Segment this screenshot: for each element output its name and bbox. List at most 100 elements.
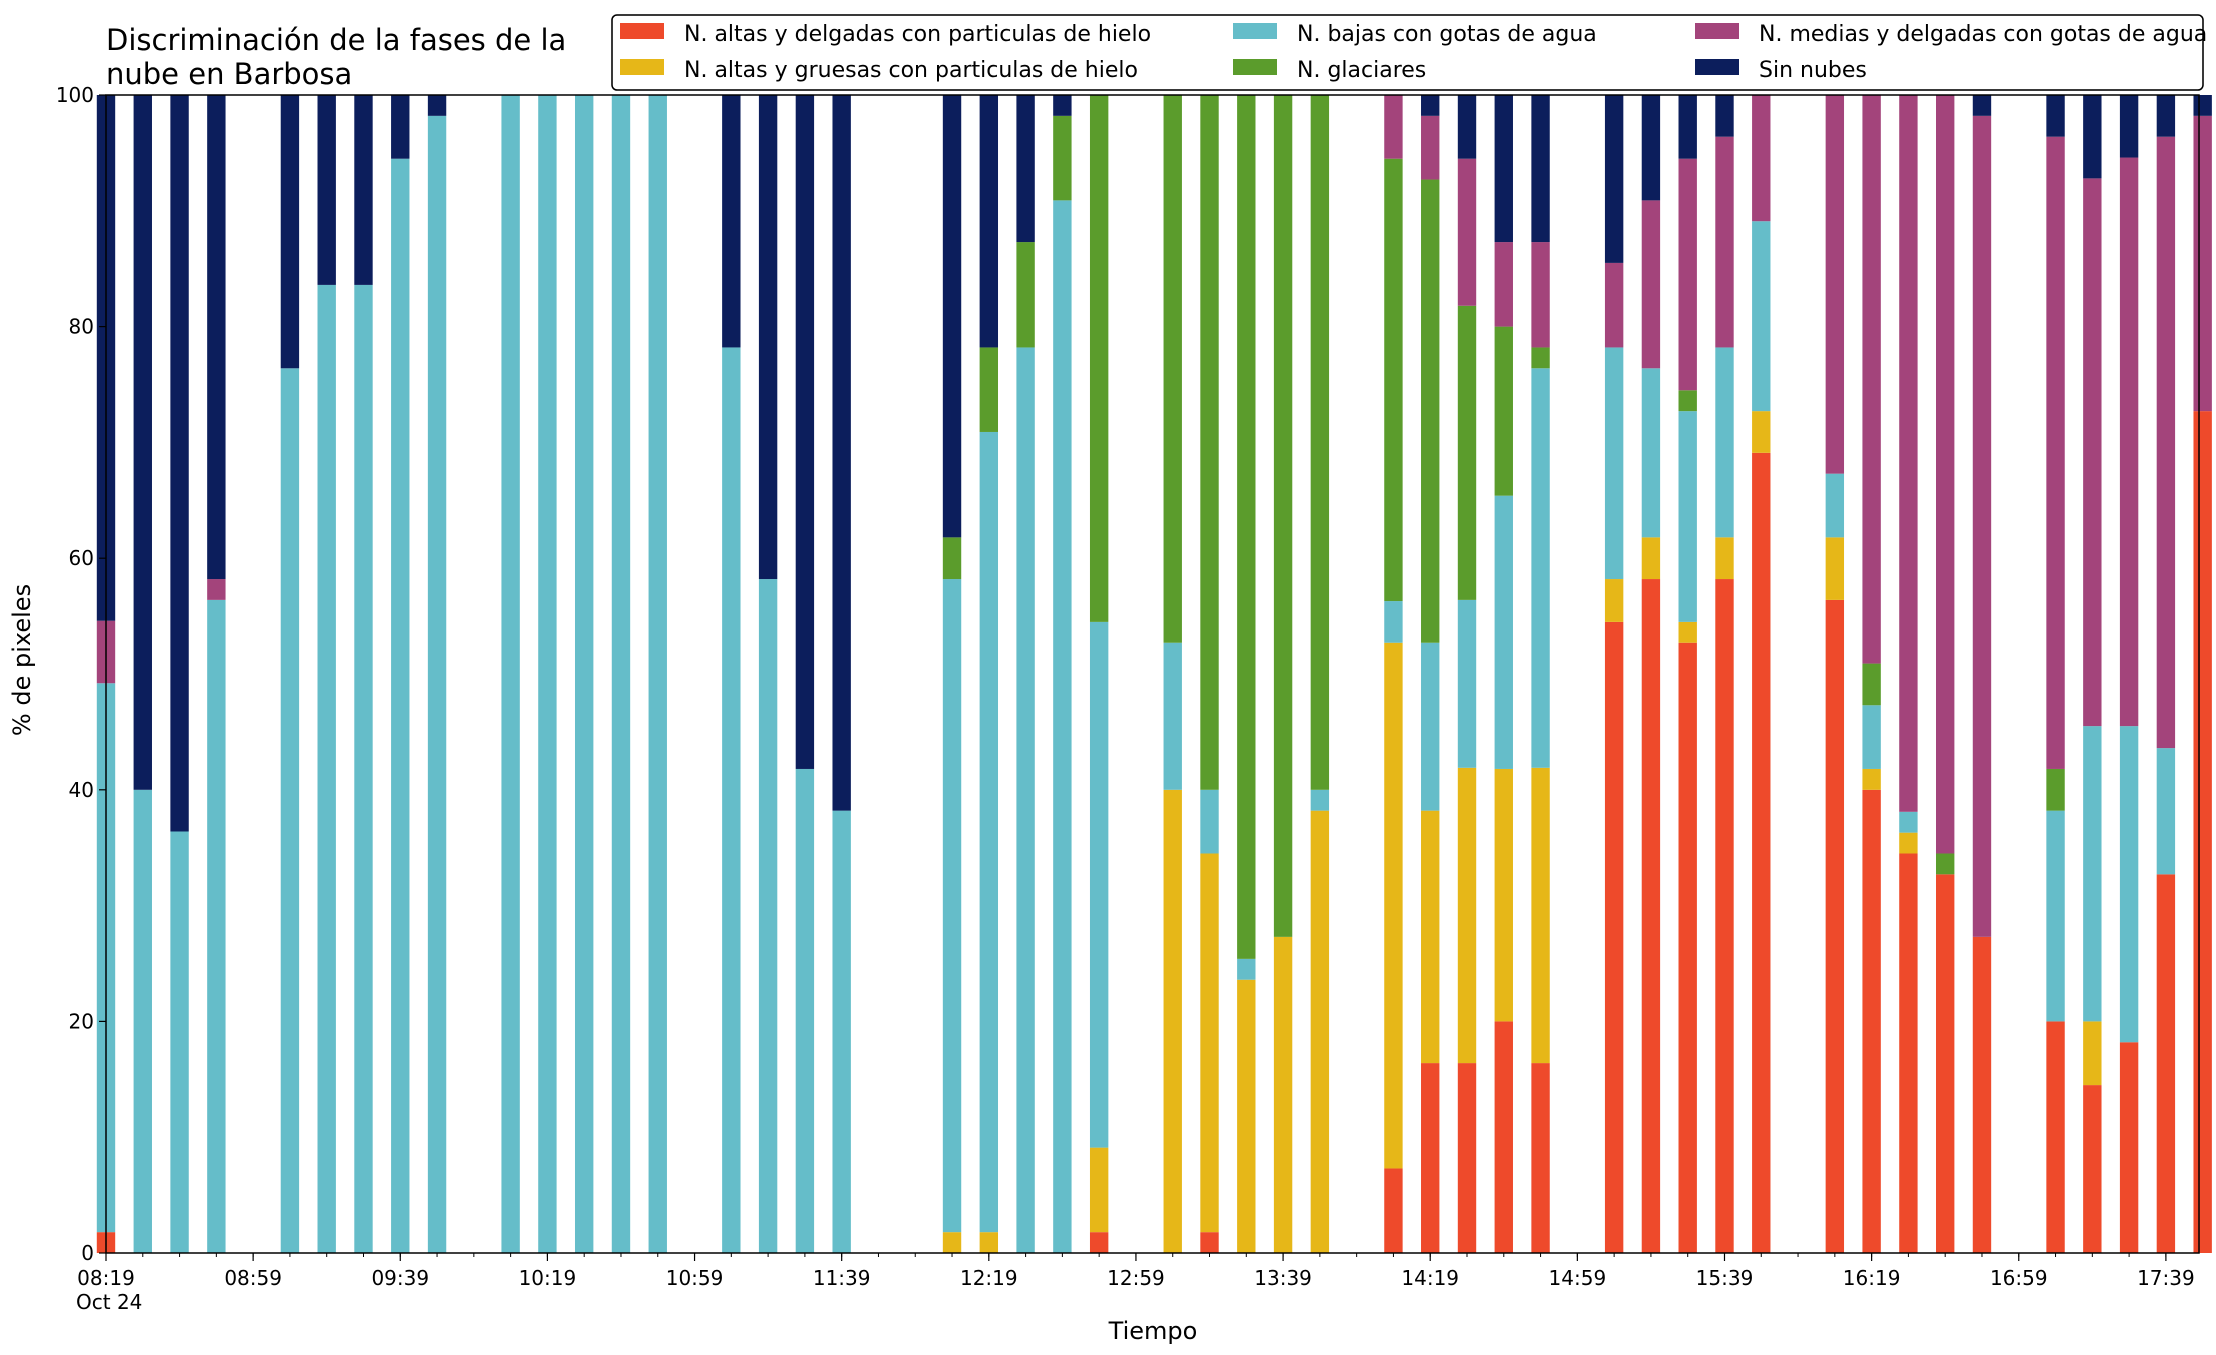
bar-stack [832,95,851,1253]
x-tick-label: 10:19 [519,1266,577,1290]
bar-stack [942,95,962,1253]
bar-segment-altas_gruesas [2083,1021,2102,1086]
bar-segment-sin_nubes [795,95,815,769]
bar-segment-bajas_agua [2046,810,2065,1022]
bar-segment-sin_nubes [942,95,962,538]
bar-segment-medias_agua [1531,242,1550,348]
bar-segment-altas_delgadas [1531,1063,1550,1253]
bar-stack [391,95,410,1254]
legend-label: N. bajas con gotas de agua [1297,22,1597,47]
bar-stack [2156,95,2176,1253]
x-axis-title: Tiempo [1108,1317,1198,1345]
bar-segment-sin_nubes [354,95,373,285]
bar-stack [1457,95,1477,1253]
legend-item-medias_agua: N. medias y delgadas con gotas de agua [1695,22,2207,47]
x-tick-label: 15:39 [1696,1266,1754,1290]
bar-stack [1494,95,1513,1253]
bar-stack [354,95,373,1253]
bar-segment-sin_nubes [2156,95,2176,137]
bar-segment-medias_agua [1752,95,1771,222]
bar-segment-glaciares [1936,853,1955,875]
bar-segment-bajas_agua [317,284,336,1253]
bar-segment-bajas_agua [722,347,741,1253]
bar-segment-altas_delgadas [2046,1021,2065,1253]
bar-segment-altas_delgadas [1384,1168,1403,1253]
bar-segment-glaciares [1384,158,1403,602]
bar-segment-medias_agua [207,579,226,600]
bar-segment-bajas_agua [1531,368,1550,768]
bar-segment-medias_agua [1825,95,1845,474]
bar-segment-altas_delgadas [1421,1063,1440,1253]
bar-segment-bajas_agua [1604,347,1624,580]
bar-segment-bajas_agua [1715,347,1734,538]
bar-segment-sin_nubes [1604,95,1624,263]
bar-segment-bajas_agua [574,95,594,1253]
x-tick-label: Oct 24 [76,1290,142,1314]
bar-segment-sin_nubes [832,95,851,811]
bar-segment-sin_nubes [2046,95,2065,137]
x-tick-label: 12:19 [960,1266,1018,1290]
bar-segment-sin_nubes [1421,95,1440,116]
bar-stack [501,95,520,1253]
bar-segment-bajas_agua [1163,642,1182,790]
bar-stack [1200,95,1219,1253]
legend-label: N. altas y delgadas con particulas de hi… [684,22,1151,47]
bar-segment-sin_nubes [758,95,778,580]
bar-segment-sin_nubes [979,95,999,348]
legend-item-glaciares: N. glaciares [1233,58,1426,83]
bar-stack [648,95,667,1253]
bar-segment-bajas_agua [1053,200,1072,1253]
legend-label: Sin nubes [1759,58,1867,83]
bar-segment-bajas_agua [170,831,189,1253]
bar-segment-medias_agua [1494,242,1513,327]
bar-stack [1641,95,1661,1253]
legend: N. altas y delgadas con particulas de hi… [611,14,2207,91]
bar-stack [1273,95,1293,1253]
y-tick-label: 20 [69,1009,94,1033]
bar-stack [722,95,741,1253]
bar-segment-bajas_agua [1825,473,1845,538]
bar-stack [1531,95,1550,1253]
bar-segment-sin_nubes [1531,95,1550,243]
bar-segment-altas_gruesas [1531,767,1550,1064]
legend-label: N. glaciares [1297,58,1426,83]
bar-segment-altas_delgadas [1457,1063,1477,1253]
y-tick-label: 100 [56,83,94,107]
bar-stack [1862,95,1881,1253]
bar-stack [133,95,152,1253]
bar-segment-medias_agua [1457,158,1477,306]
bar-stack [1936,95,1955,1253]
bar-stack [1016,95,1035,1253]
bar-segment-altas_gruesas [1310,810,1330,1253]
legend-swatch [620,23,664,39]
bar-segment-altas_delgadas [1936,874,1955,1253]
bar-stack [979,95,999,1253]
bar-segment-medias_agua [1604,262,1624,348]
bar-segment-glaciares [1421,179,1440,643]
bar-segment-altas_gruesas [1089,1147,1109,1233]
bar-segment-glaciares [1016,242,1035,348]
bar-segment-altas_gruesas [1604,579,1624,622]
bar-segment-sin_nubes [1016,95,1035,243]
bar-segment-altas_gruesas [1384,642,1403,1169]
bar-segment-bajas_agua [1310,789,1330,811]
bar-segment-bajas_agua [979,431,999,1233]
bar-segment-bajas_agua [1641,368,1661,538]
bar-segment-sin_nubes [170,95,189,832]
bar-segment-glaciares [1163,95,1182,643]
bar-segment-altas_gruesas [1899,832,1918,854]
bar-segment-sin_nubes [427,95,447,116]
bar-stack [795,95,815,1253]
bar-segment-altas_gruesas [1200,853,1219,1233]
bar-segment-altas_delgadas [1752,452,1771,1253]
bar-stack [1604,95,1624,1253]
x-tick-label: 14:59 [1549,1266,1607,1290]
bar-segment-altas_delgadas [1604,621,1624,1253]
legend-swatch [1695,23,1739,39]
bar-segment-altas_delgadas [1641,579,1661,1253]
bar-stack [1237,95,1256,1253]
bar-segment-bajas_agua [2156,748,2176,875]
bar-segment-altas_delgadas [2156,874,2176,1253]
bar-stack [427,95,447,1254]
bar-stack [1089,95,1109,1253]
